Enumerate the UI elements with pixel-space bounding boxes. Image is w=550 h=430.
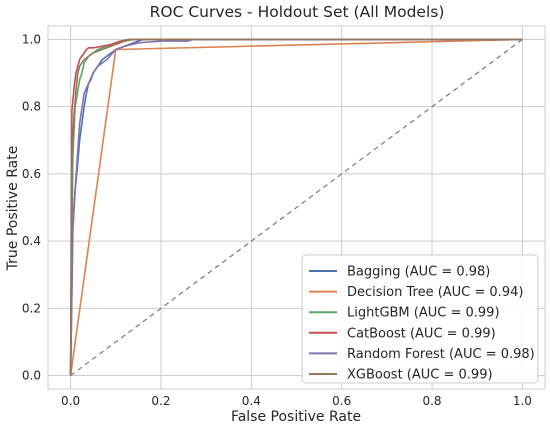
y-tick-label: 1.0 xyxy=(22,32,41,46)
chart-title: ROC Curves - Holdout Set (All Models) xyxy=(150,3,445,21)
y-axis-label: True Positive Rate xyxy=(5,146,21,272)
x-tick-label: 0.6 xyxy=(332,394,351,408)
legend-entry-label: LightGBM (AUC = 0.99) xyxy=(347,306,500,321)
legend-entry-label: Random Forest (AUC = 0.98) xyxy=(347,347,535,362)
legend: Bagging (AUC = 0.98) Decision Tree (AUC =… xyxy=(301,254,539,384)
y-tick-label: 0.2 xyxy=(22,301,41,315)
legend-entry-label: XGBoost (AUC = 0.99) xyxy=(347,368,493,383)
x-tick-label: 0.4 xyxy=(242,394,261,408)
series-line-5 xyxy=(69,38,523,376)
series-line-3 xyxy=(69,38,523,376)
reference-diagonal xyxy=(70,38,523,377)
y-axis-ticks: 0.0 0.2 0.4 0.6 0.8 1.0 xyxy=(22,32,41,382)
series-line-4 xyxy=(69,38,523,376)
legend-box xyxy=(301,254,539,384)
x-tick-label: 0.0 xyxy=(61,394,80,408)
x-axis-ticks: 0.0 0.2 0.4 0.6 0.8 1.0 xyxy=(61,394,532,408)
series-lines xyxy=(69,38,523,376)
x-tick-label: 0.2 xyxy=(151,394,170,408)
chance-diagonal-line xyxy=(70,38,523,377)
y-tick-label: 0.0 xyxy=(22,369,41,383)
legend-entry-label: Decision Tree (AUC = 0.94) xyxy=(347,285,523,300)
y-tick-label: 0.4 xyxy=(22,234,41,248)
x-tick-label: 1.0 xyxy=(513,394,532,408)
x-axis-label: False Positive Rate xyxy=(231,409,361,425)
legend-entry-label: CatBoost (AUC = 0.99) xyxy=(347,326,496,341)
y-tick-label: 0.8 xyxy=(22,100,41,114)
legend-entry-label: Bagging (AUC = 0.98) xyxy=(347,265,490,280)
y-tick-label: 0.6 xyxy=(22,167,41,181)
x-tick-label: 0.8 xyxy=(422,394,441,408)
